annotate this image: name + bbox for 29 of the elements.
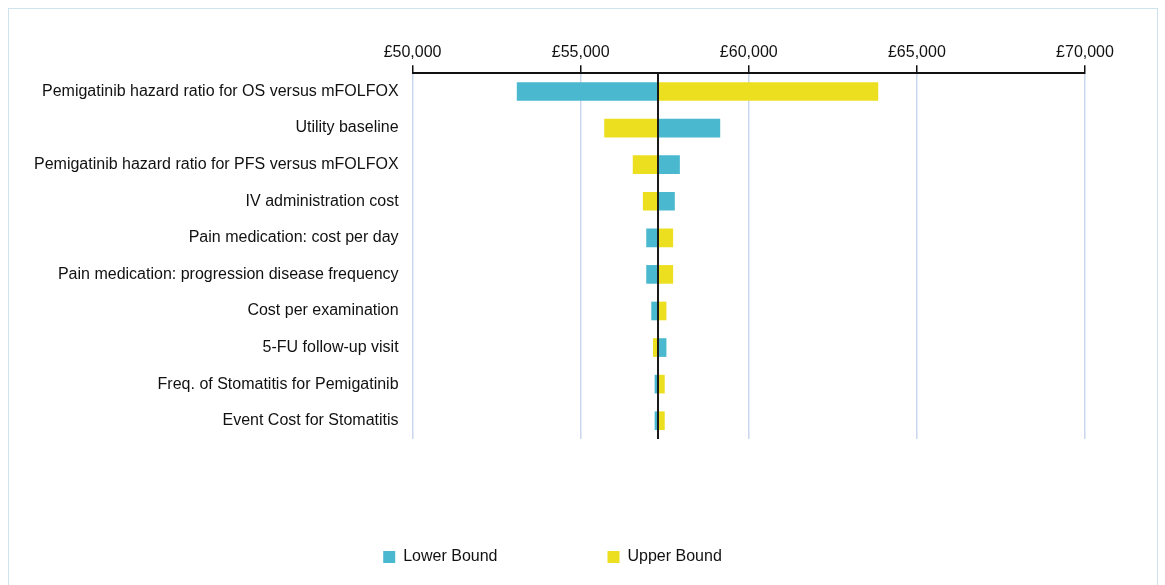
bar — [604, 118, 659, 138]
bar — [646, 228, 659, 248]
y-tick-label: IV administration cost — [245, 191, 400, 209]
bar — [658, 82, 879, 101]
legend-label: Lower Bound — [403, 547, 498, 565]
y-tick-label: Pemigatinib hazard ratio for OS versus mFOLFOX — [41, 81, 399, 99]
x-tick-label: £65,000 — [887, 43, 946, 61]
legend-label: Upper Bound — [627, 547, 722, 565]
bar — [516, 82, 659, 101]
y-tick-label: Pemigatinib hazard ratio for PFS versus mFOLFOX — [33, 155, 399, 173]
bar — [642, 191, 659, 211]
y-tick-label: Cost per examination — [247, 301, 399, 319]
bar — [658, 228, 674, 248]
y-tick-label: Event Cost for Stomatitis — [222, 411, 399, 429]
bar — [658, 265, 674, 284]
y-tick-label: 5-FU follow-up visit — [262, 337, 400, 355]
bar — [658, 118, 721, 138]
x-tick-label: £55,000 — [551, 43, 610, 61]
bar — [632, 155, 659, 174]
y-tick-label: Pain medication: cost per day — [188, 228, 399, 246]
x-tick-label: £50,000 — [383, 43, 442, 61]
bar — [646, 265, 659, 284]
bar — [658, 191, 675, 211]
y-tick-label: Freq. of Stomatitis for Pemigatinib — [157, 374, 399, 392]
x-tick-label: £60,000 — [719, 43, 778, 61]
y-tick-label: Pain medication: progression disease frequency — [57, 264, 399, 282]
y-tick-label: Utility baseline — [295, 118, 399, 136]
x-tick-label: £70,000 — [1056, 43, 1115, 61]
bar — [658, 155, 680, 174]
